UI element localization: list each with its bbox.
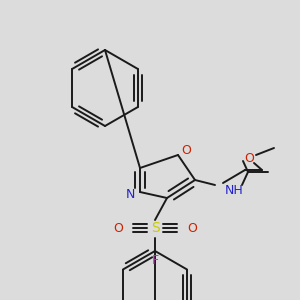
Text: O: O <box>244 152 254 164</box>
Text: F: F <box>152 254 159 266</box>
Text: O: O <box>187 221 197 235</box>
Text: O: O <box>113 221 123 235</box>
Text: N: N <box>125 188 135 202</box>
Text: S: S <box>151 221 159 235</box>
Text: NH: NH <box>225 184 244 196</box>
Text: O: O <box>181 145 191 158</box>
